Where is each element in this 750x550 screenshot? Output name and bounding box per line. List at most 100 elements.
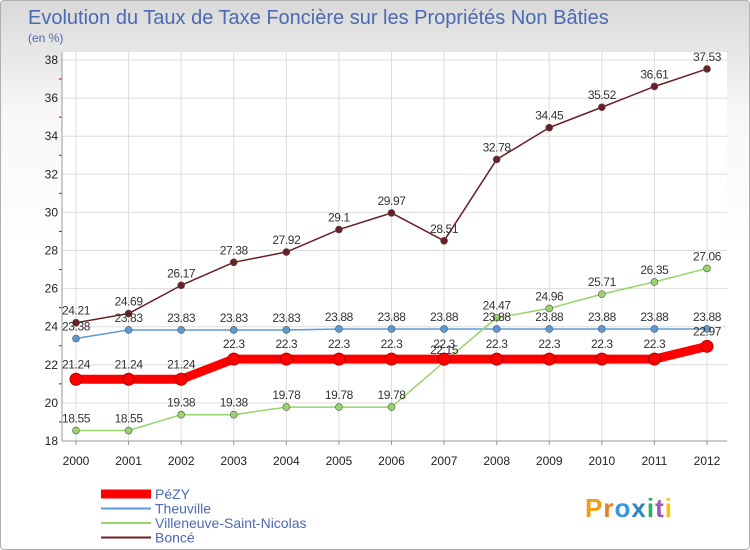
y-tick-label: 28: [45, 244, 59, 258]
series-point: [282, 326, 291, 334]
data-label: 26.17: [167, 266, 196, 280]
series-point: [72, 318, 80, 327]
proxiti-logo: Proxiti: [585, 493, 673, 523]
series-point: [124, 426, 133, 435]
series-point: [492, 313, 501, 322]
series-point: [177, 410, 185, 419]
data-label: 27.06: [693, 249, 722, 263]
chart-title: Evolution du Taux de Taxe Foncière sur l…: [28, 7, 609, 29]
data-label: 18.55: [115, 412, 144, 426]
series-point: [177, 281, 185, 290]
y-tick-label: 26: [45, 282, 59, 296]
data-label: 22.15: [430, 343, 459, 357]
data-label: 23.88: [535, 310, 564, 324]
data-label: 37.53: [693, 50, 722, 64]
data-label: 29.97: [377, 194, 406, 208]
series-point: [703, 65, 711, 73]
x-tick-label: 2001: [115, 454, 142, 468]
series-point: [440, 236, 448, 245]
series-point: [72, 334, 80, 343]
chart-subtitle: (en %): [28, 31, 63, 45]
series-point: [490, 352, 504, 366]
x-tick-label: 2004: [273, 454, 300, 468]
series-point: [124, 326, 133, 334]
data-label: 23.83: [167, 311, 196, 325]
y-tick-label: 36: [45, 91, 59, 105]
axes: 18 20 22 24 26 28 30 32 34 36 38 2000 2001 2002 2003 20…: [45, 52, 727, 468]
data-label: 34.45: [535, 109, 564, 123]
data-label: 18.55: [62, 412, 91, 426]
series-point: [124, 309, 133, 318]
data-label: 23.88: [325, 310, 354, 324]
series-point: [335, 325, 343, 333]
series-point: [440, 325, 448, 333]
series-point: [492, 155, 501, 164]
data-label: 36.61: [640, 67, 669, 81]
data-label: 29.1: [328, 211, 350, 225]
series-point: [387, 325, 396, 333]
x-tick-label: 2007: [431, 454, 458, 468]
series-point: [545, 123, 554, 132]
y-tick-label: 38: [45, 53, 59, 67]
x-tick-label: 2008: [483, 454, 510, 468]
legend-label: Villeneuve-Saint-Nicolas: [155, 515, 306, 531]
data-label: 32.78: [483, 140, 512, 154]
series-point: [542, 352, 556, 366]
data-label: 24.69: [115, 295, 144, 309]
data-label: 23.88: [483, 310, 512, 324]
series-point: [279, 352, 293, 366]
series-point: [332, 352, 346, 366]
data-label: 22.3: [223, 337, 245, 351]
data-label: 23.88: [588, 310, 617, 324]
data-label: 21.24: [62, 357, 91, 371]
series-point: [282, 248, 291, 256]
data-label: 22.3: [644, 337, 666, 351]
data-label: 22.3: [486, 337, 508, 351]
data-label: 19.78: [377, 388, 406, 402]
series-point: [335, 403, 343, 411]
data-label: 23.38: [62, 320, 91, 334]
series-point: [650, 325, 659, 333]
series-point: [650, 82, 659, 91]
series-point: [385, 352, 398, 366]
series-point: [122, 372, 136, 386]
data-label: 22.3: [591, 337, 613, 351]
data-label: 28.51: [430, 222, 459, 236]
y-tick-label: 30: [45, 205, 59, 219]
data-label: 22.3: [275, 337, 297, 351]
data-label: 24.96: [535, 289, 564, 303]
data-label: 27.92: [272, 233, 301, 247]
y-tick-label: 18: [45, 434, 59, 448]
data-label: 23.83: [272, 311, 301, 325]
data-label: 19.38: [167, 396, 196, 410]
data-label: 23.88: [640, 310, 669, 324]
series-point: [650, 278, 659, 286]
y-tick-label: 24: [45, 320, 59, 334]
data-label: 22.3: [381, 337, 403, 351]
data-label: 24.21: [62, 304, 91, 318]
series-point: [700, 339, 714, 353]
series-point: [703, 325, 711, 333]
x-tick-label: 2011: [642, 454, 668, 468]
x-tick-label: 2003: [220, 454, 247, 468]
data-label: 35.52: [588, 88, 617, 102]
series-point: [598, 290, 606, 298]
legend-label: Boncé: [155, 530, 195, 546]
series-point: [282, 403, 291, 411]
x-tick-label: 2000: [63, 454, 90, 468]
series-point: [595, 352, 609, 366]
series-point: [387, 209, 396, 217]
data-label: 22.97: [693, 324, 722, 338]
series-point: [492, 325, 501, 333]
x-tick-label: 2005: [326, 454, 353, 468]
series-point: [387, 403, 396, 411]
legend-label: PéZY: [155, 486, 191, 502]
data-label: 22.3: [433, 337, 455, 351]
data-label: 23.83: [115, 311, 144, 325]
series-lines: [69, 65, 714, 435]
data-label: 19.78: [272, 388, 301, 402]
data-label: 25.71: [588, 275, 617, 289]
